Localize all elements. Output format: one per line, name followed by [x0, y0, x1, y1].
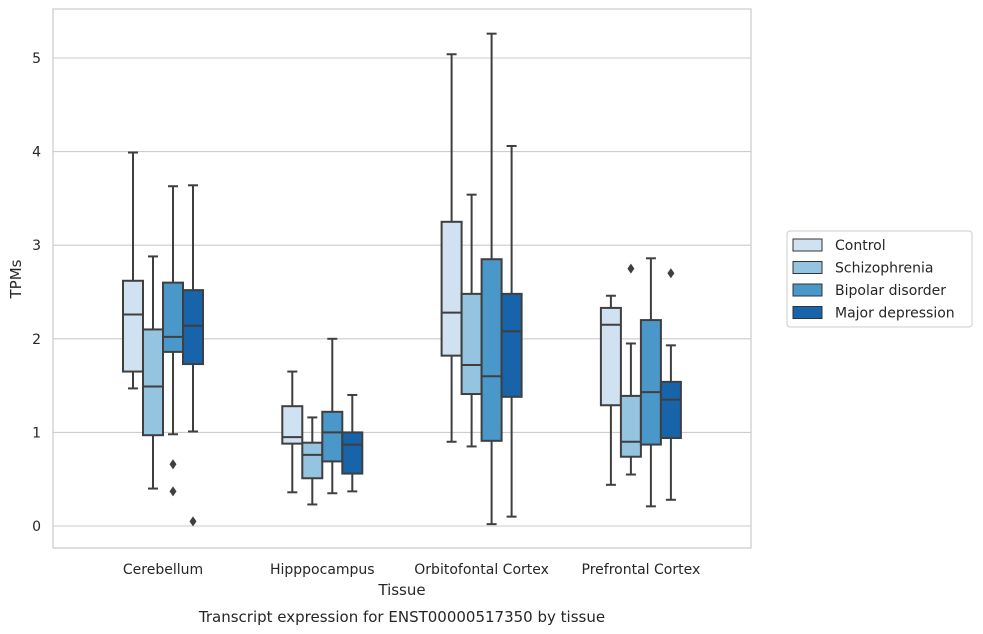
box-group — [321, 337, 344, 495]
box-group — [619, 263, 642, 476]
box — [182, 289, 204, 366]
box — [341, 431, 364, 475]
legend-label: Schizophrenia — [835, 261, 933, 277]
box — [162, 281, 184, 353]
outlier-point — [169, 459, 177, 470]
x-tick-label: Cerebellum — [123, 562, 203, 578]
y-tick-label: 2 — [32, 332, 41, 348]
legend-label: Bipolar disorder — [835, 283, 946, 299]
legend-swatch — [792, 306, 823, 319]
outlier-point — [627, 263, 635, 274]
x-tick-label: Prefrontal Cortex — [582, 562, 701, 578]
box-group — [480, 32, 503, 526]
legend: Control Schizophrenia Bipolar disorder Majo… — [786, 230, 973, 328]
box — [480, 258, 503, 442]
y-tick-label: 4 — [32, 145, 41, 161]
y-tick-label: 3 — [32, 238, 41, 254]
box-group — [440, 53, 463, 443]
legend-items: Control Schizophrenia Bipolar disorder Majo… — [792, 238, 955, 322]
box — [321, 410, 344, 463]
box — [599, 306, 622, 407]
box-group — [341, 393, 364, 493]
legend-frame — [786, 230, 973, 328]
box — [500, 292, 523, 398]
grid-lines — [53, 57, 751, 527]
box-group — [301, 416, 324, 506]
y-axis-label: TPMs — [7, 259, 25, 299]
box — [619, 394, 642, 458]
legend-swatch — [792, 283, 823, 297]
y-tick-label: 5 — [32, 51, 41, 67]
box — [460, 292, 483, 396]
legend-label: Control — [835, 238, 886, 254]
box — [440, 220, 463, 357]
box-group — [162, 185, 184, 497]
box-group — [142, 255, 164, 490]
box-group — [500, 144, 523, 518]
box — [301, 441, 324, 480]
x-tick-label: Hipppocampus — [270, 562, 375, 578]
legend-swatch — [792, 238, 823, 252]
box-group — [639, 257, 662, 508]
plot-frame — [52, 8, 752, 549]
box — [281, 405, 304, 445]
box-group — [182, 184, 204, 527]
box-group — [659, 268, 682, 501]
outlier-point — [169, 486, 177, 497]
legend-swatch — [792, 261, 823, 274]
x-tick-labels: Cerebellum Hipppocampus Orbitofontal Corte… — [123, 562, 700, 578]
x-axis-label: Tissue — [377, 581, 425, 599]
box-group — [281, 370, 304, 494]
box-group — [122, 151, 144, 390]
box — [639, 319, 662, 446]
box — [142, 328, 164, 437]
box-group — [599, 294, 622, 486]
outlier-point — [189, 516, 197, 527]
y-tick-label: 0 — [32, 519, 41, 535]
y-tick-label: 1 — [32, 425, 41, 441]
outlier-point — [667, 268, 675, 279]
boxes — [122, 32, 682, 527]
box — [659, 380, 682, 440]
x-tick-label: Orbitofontal Cortex — [414, 562, 549, 578]
legend-label: Major depression — [835, 306, 955, 322]
y-tick-labels: 0 1 2 3 4 5 — [32, 51, 41, 535]
chart-caption: Transcript expression for ENST0000051735… — [198, 608, 605, 626]
box — [122, 279, 144, 373]
box-group — [460, 193, 483, 448]
